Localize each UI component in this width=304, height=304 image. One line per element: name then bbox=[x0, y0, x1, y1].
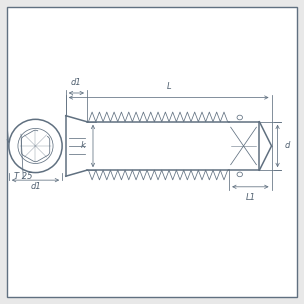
Text: d1: d1 bbox=[71, 78, 82, 87]
Text: d: d bbox=[284, 141, 290, 150]
Text: d1: d1 bbox=[30, 182, 41, 191]
Text: T 25: T 25 bbox=[14, 172, 33, 181]
Text: k: k bbox=[81, 141, 85, 150]
FancyBboxPatch shape bbox=[7, 7, 297, 297]
Text: L1: L1 bbox=[245, 193, 255, 202]
Text: L: L bbox=[166, 82, 171, 92]
